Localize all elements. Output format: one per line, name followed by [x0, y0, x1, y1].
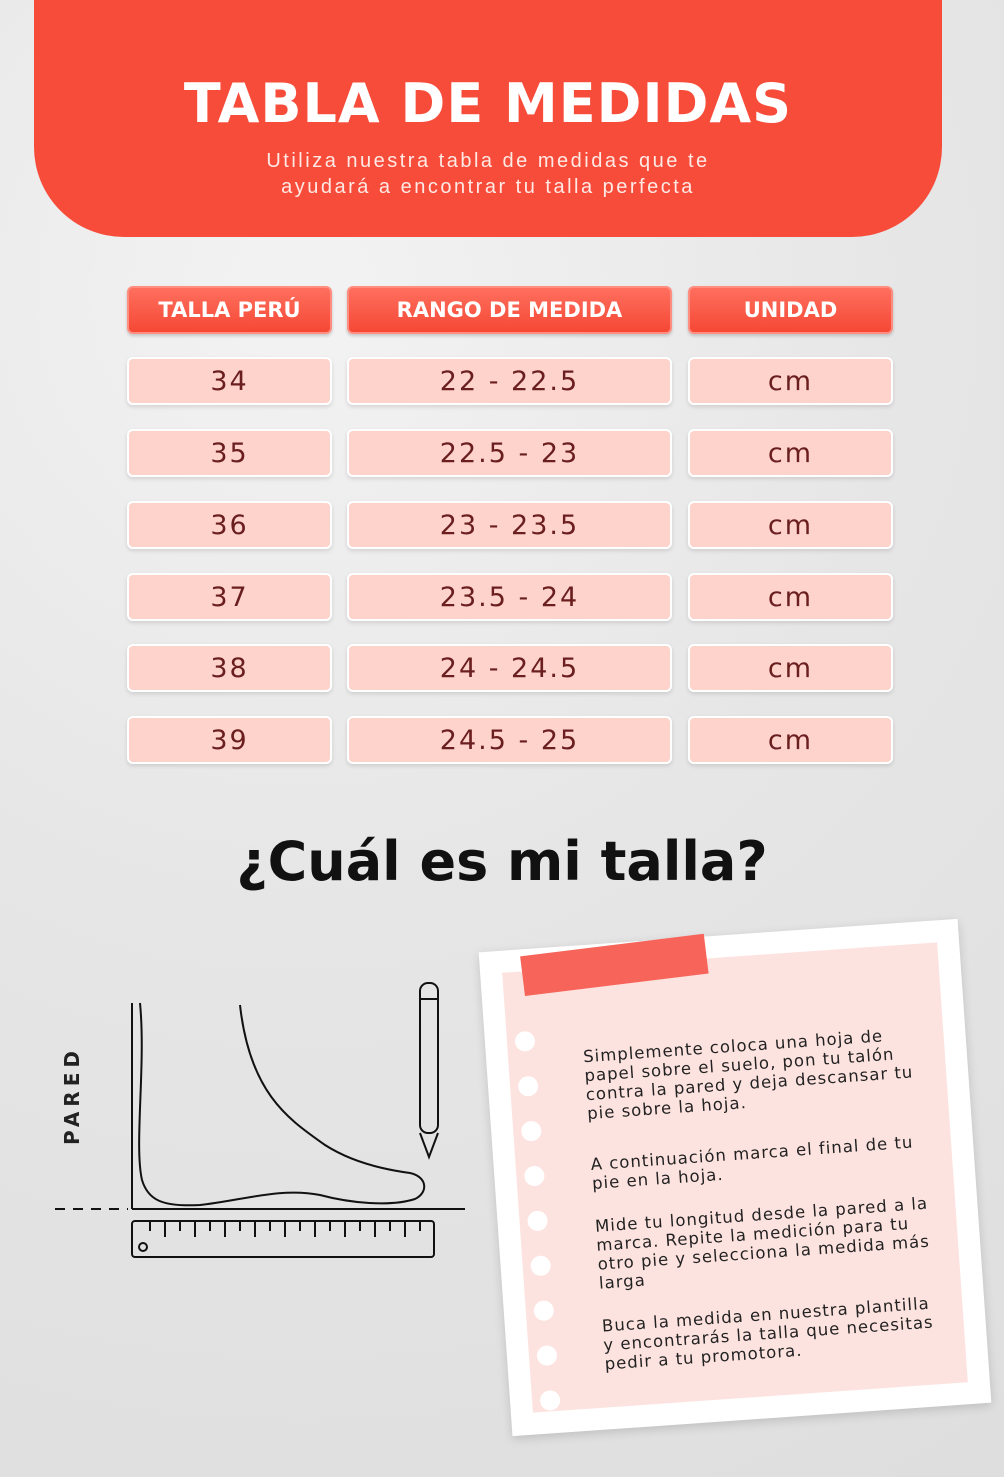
wall-label: PARED: [60, 1046, 84, 1145]
ruler-icon: [131, 1220, 435, 1258]
row-3-size: 36: [127, 501, 332, 549]
subtitle-line-2: ayudará a encontrar tu talla perfecta: [281, 176, 695, 198]
row-6-unit: cm: [688, 716, 893, 764]
row-1-unit: cm: [688, 357, 893, 405]
foot-outline: [138, 1002, 426, 1207]
ruler-hole: [138, 1242, 148, 1252]
binder-hole: [536, 1344, 558, 1367]
row-4-unit: cm: [688, 573, 893, 621]
binder-hole: [530, 1255, 552, 1277]
binder-hole: [539, 1389, 561, 1412]
row-5-unit: cm: [688, 644, 893, 692]
subtitle-line-1: Utiliza nuestra tabla de medidas que te: [266, 150, 710, 172]
binder-hole: [517, 1075, 539, 1097]
section-title: ¿Cuál es mi talla?: [236, 830, 768, 893]
header-banner: TABLA DE MEDIDAS Utiliza nuestra tabla d…: [34, 0, 942, 237]
binder-hole: [523, 1165, 546, 1187]
page-title: TABLA DE MEDIDAS: [183, 72, 793, 135]
row-1-range: 22 - 22.5: [347, 357, 672, 405]
row-5-range: 24 - 24.5: [347, 644, 672, 692]
header-unidad: UNIDAD: [688, 286, 893, 334]
instruction-note: Simplemente coloca una hoja de papel sob…: [478, 918, 992, 1437]
instruction-step-1: Simplemente coloca una hoja de papel sob…: [582, 1026, 914, 1124]
header-talla-peru: TALLA PERÚ: [127, 286, 332, 334]
pencil-icon: [419, 982, 439, 1160]
row-2-range: 22.5 - 23: [347, 429, 672, 477]
row-4-range: 23.5 - 24: [347, 573, 672, 621]
row-2-size: 35: [127, 429, 332, 477]
row-6-range: 24.5 - 25: [347, 716, 672, 764]
header-rango-medida: RANGO DE MEDIDA: [347, 286, 672, 334]
row-3-range: 23 - 23.5: [347, 501, 672, 549]
row-4-size: 37: [127, 573, 332, 621]
ruler-ticks: [149, 1221, 421, 1237]
instruction-step-3: Mide tu longitud desde la pared a la mar…: [594, 1193, 931, 1293]
row-3-unit: cm: [688, 501, 893, 549]
binder-hole: [520, 1120, 542, 1142]
binder-hole: [514, 1030, 536, 1052]
page-subtitle: Utiliza nuestra tabla de medidas que te …: [34, 148, 942, 200]
instruction-step-2: A continuación marca el final de tu pie …: [590, 1132, 914, 1193]
note-paper: Simplemente coloca una hoja de papel sob…: [502, 942, 968, 1413]
binder-hole: [533, 1299, 555, 1322]
row-5-size: 38: [127, 644, 332, 692]
foot-measure-illustration: [55, 982, 465, 1258]
row-6-size: 39: [127, 716, 332, 764]
row-1-size: 34: [127, 357, 332, 405]
binder-hole: [526, 1210, 549, 1232]
instruction-step-4: Buca la medida en nuestra plantilla y en…: [601, 1293, 935, 1374]
row-2-unit: cm: [688, 429, 893, 477]
